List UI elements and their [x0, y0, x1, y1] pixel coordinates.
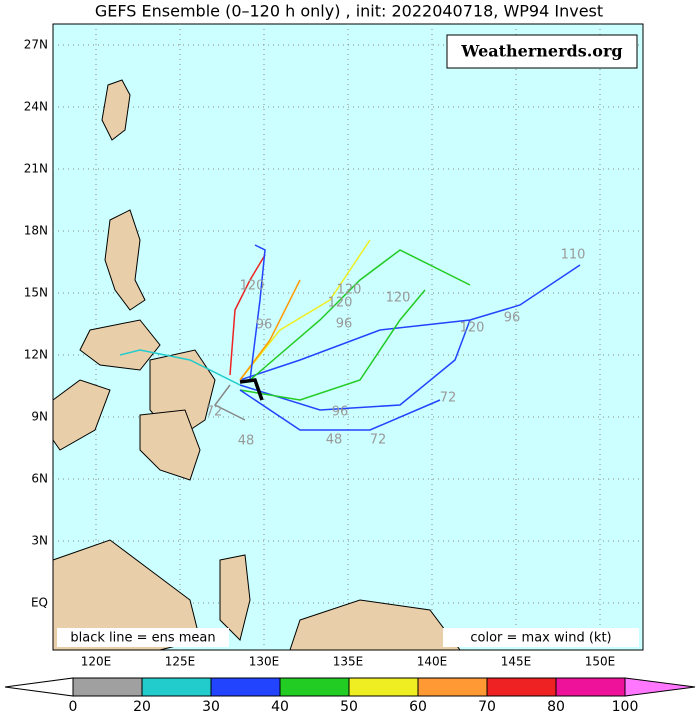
track-hour-label: 110 [561, 248, 586, 263]
colorbar-labels: 0 20 30 40 50 60 70 80 100 [69, 699, 639, 715]
lon-label: 145E [501, 655, 532, 669]
watermark: Weathernerds.org [460, 42, 622, 61]
lat-label: 3N [31, 534, 48, 548]
lon-label: 120E [81, 655, 112, 669]
colorbar-label: 0 [69, 699, 78, 715]
track-hour-label: 48 [238, 434, 255, 449]
colorbar-label: 30 [202, 699, 220, 715]
track-hour-label: 96 [336, 317, 353, 332]
lat-label: 18N [24, 224, 48, 238]
lat-label: 24N [24, 100, 48, 114]
track-hour-label: 120 [460, 321, 485, 336]
lat-label: 21N [24, 162, 48, 176]
track-hour-label: 120 [386, 291, 411, 306]
lon-label: 150E [585, 655, 616, 669]
colorbar-label: 70 [478, 699, 496, 715]
ensemble-tracks [119, 239, 581, 431]
legend-right-box [443, 628, 639, 647]
legend-left: black line = ens mean [70, 631, 215, 646]
legend-left-box [57, 628, 229, 647]
legend-right: color = max wind (kt) [470, 631, 611, 646]
lat-label: 27N [24, 38, 48, 52]
track-hour-label: 72 [206, 405, 223, 420]
lon-label: 140E [417, 655, 448, 669]
track-hour-label: 120 [328, 296, 353, 311]
colorbar [4, 677, 696, 697]
track-hour-label: 96 [332, 405, 349, 420]
track-hour-label: 96 [504, 311, 521, 326]
track-hour-label: 120 [240, 279, 265, 294]
colorbar-label: 40 [271, 699, 289, 715]
lat-label: 12N [24, 348, 48, 362]
lon-labels: 120E 125E 130E 135E 140E 145E 150E [81, 655, 616, 669]
lat-label: EQ [31, 596, 48, 610]
land [52, 79, 461, 651]
watermark-box [446, 34, 638, 69]
lon-label: 125E [165, 655, 196, 669]
colorbar-label: 100 [612, 699, 639, 715]
track-hour-label: 72 [370, 433, 387, 448]
track-hour-label: 48 [326, 433, 343, 448]
lat-label: 15N [24, 286, 48, 300]
lat-label: 6N [31, 472, 48, 486]
title: GEFS Ensemble (0–120 h only) , init: 202… [95, 2, 603, 21]
colorbar-label: 80 [547, 699, 565, 715]
lat-labels: 27N 24N 21N 18N 15N 12N 9N 6N 3N EQ [24, 38, 48, 610]
colorbar-label: 60 [409, 699, 427, 715]
lat-label: 9N [31, 410, 48, 424]
lon-label: 135E [333, 655, 364, 669]
track-hour-label: 72 [440, 391, 457, 406]
track-hour-label: 120 [337, 283, 362, 298]
track-hour-label: 96 [256, 318, 273, 333]
lon-label: 130E [249, 655, 280, 669]
colorbar-label: 50 [340, 699, 358, 715]
colorbar-label: 20 [133, 699, 151, 715]
